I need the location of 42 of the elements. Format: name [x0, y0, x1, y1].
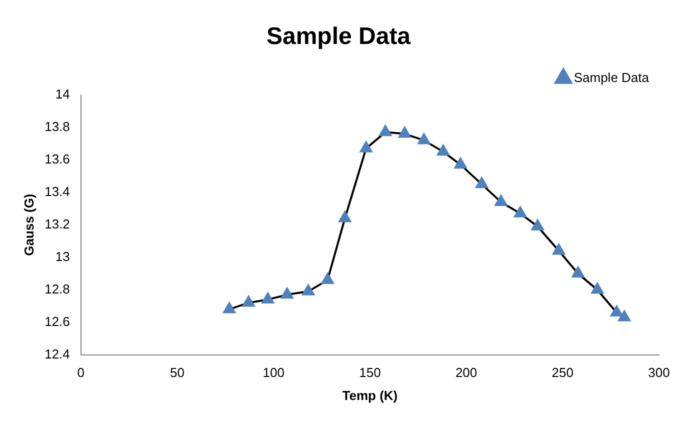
y-tick-label: 12.6: [44, 314, 70, 329]
y-tick-label: 12.8: [44, 281, 70, 296]
legend-label: Sample Data: [574, 70, 650, 85]
point: [338, 211, 352, 222]
point: [379, 125, 392, 136]
point: [454, 158, 467, 169]
x-axis-title: Temp (K): [342, 388, 398, 403]
x-tick-label: 0: [77, 365, 85, 380]
x-tick-label: 50: [170, 365, 184, 380]
y-tick-label: 13.6: [44, 151, 70, 166]
point: [591, 282, 604, 294]
y-axis-title: Gauss (G): [21, 194, 36, 256]
point: [398, 126, 411, 138]
point: [476, 177, 488, 188]
point: [618, 310, 631, 322]
x-tick-label: 150: [359, 365, 381, 380]
point: [360, 141, 372, 152]
point: [262, 292, 274, 304]
x-tick-label: 250: [552, 365, 574, 380]
y-tick-label: 13: [55, 248, 70, 264]
point: [242, 296, 255, 307]
chart-title: Sample Data: [266, 23, 412, 50]
point: [223, 302, 236, 314]
y-tick-label: 13.2: [44, 216, 70, 232]
point: [494, 195, 508, 206]
y-tick-label: 13.8: [44, 118, 70, 134]
y-tick-label: 14: [55, 86, 70, 102]
y-tick-label: 12.4: [44, 346, 70, 362]
point: [302, 284, 314, 296]
x-tick-label: 300: [648, 365, 670, 380]
point: [321, 273, 334, 284]
point: [436, 144, 450, 156]
point: [610, 306, 623, 317]
point: [552, 244, 565, 255]
point: [572, 266, 584, 278]
point: [418, 133, 430, 144]
y-tick-label: 13.4: [44, 184, 70, 199]
x-tick-label: 100: [262, 365, 284, 380]
point: [531, 219, 544, 230]
point: [514, 206, 526, 218]
point: [280, 288, 294, 299]
x-tick-label: 200: [455, 365, 478, 380]
